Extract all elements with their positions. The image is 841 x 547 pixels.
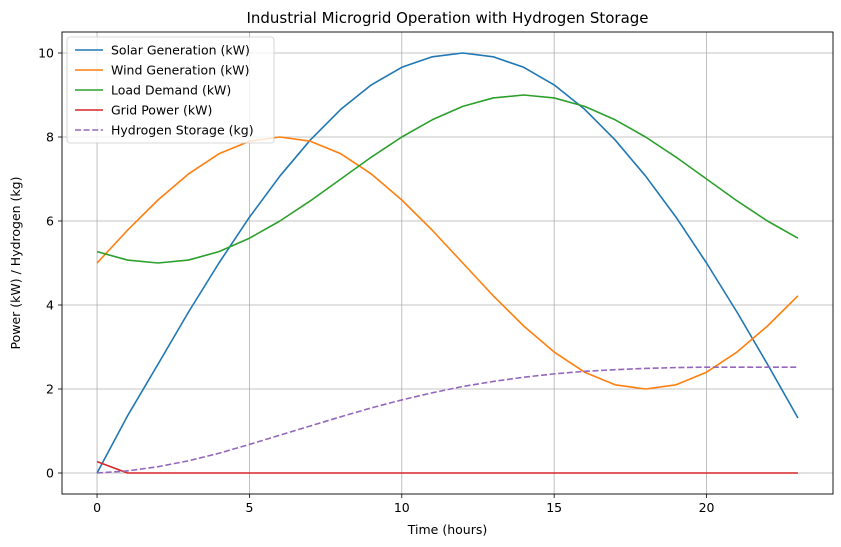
ticks: 0 5 10 15 20 0 2 4 6 8 10 bbox=[38, 46, 714, 516]
y-tick-label: 2 bbox=[46, 382, 54, 397]
series-line-load-demand bbox=[96, 94, 799, 264]
series-line-solar-generation bbox=[96, 52, 799, 474]
y-tick-label: 0 bbox=[46, 466, 54, 481]
plot-frame bbox=[61, 31, 834, 495]
series-line-hydrogen-storage bbox=[96, 366, 798, 474]
legend-box bbox=[66, 36, 275, 144]
legend-label-wind-generation: Wind Generation (kW) bbox=[111, 63, 249, 78]
x-tick-label: 10 bbox=[394, 500, 410, 515]
x-tick-label: 5 bbox=[245, 500, 253, 515]
series-line-grid-power bbox=[96, 460, 798, 474]
legend-label-hydrogen-storage: Hydrogen Storage (kg) bbox=[111, 123, 254, 138]
chart-title: Industrial Microgrid Operation with Hydr… bbox=[246, 9, 648, 27]
legend-label-grid-power: Grid Power (kW) bbox=[111, 103, 212, 118]
series-layer bbox=[96, 52, 799, 474]
y-tick-label: 6 bbox=[46, 214, 54, 229]
legend-label-solar-generation: Solar Generation (kW) bbox=[111, 43, 250, 58]
x-axis-label: Time (hours) bbox=[407, 522, 487, 537]
x-tick-label: 15 bbox=[546, 500, 562, 515]
y-tick-label: 10 bbox=[38, 46, 54, 61]
x-tick-label: 0 bbox=[93, 500, 101, 515]
y-tick-label: 8 bbox=[46, 130, 54, 145]
y-tick-label: 4 bbox=[46, 298, 54, 313]
legend: Solar Generation (kW) Wind Generation (kW… bbox=[66, 36, 275, 144]
y-axis-label: Power (kW) / Hydrogen (kg) bbox=[8, 177, 23, 350]
series-line-wind-generation bbox=[96, 136, 799, 390]
x-tick-label: 20 bbox=[699, 500, 715, 515]
legend-label-load-demand: Load Demand (kW) bbox=[111, 83, 231, 98]
